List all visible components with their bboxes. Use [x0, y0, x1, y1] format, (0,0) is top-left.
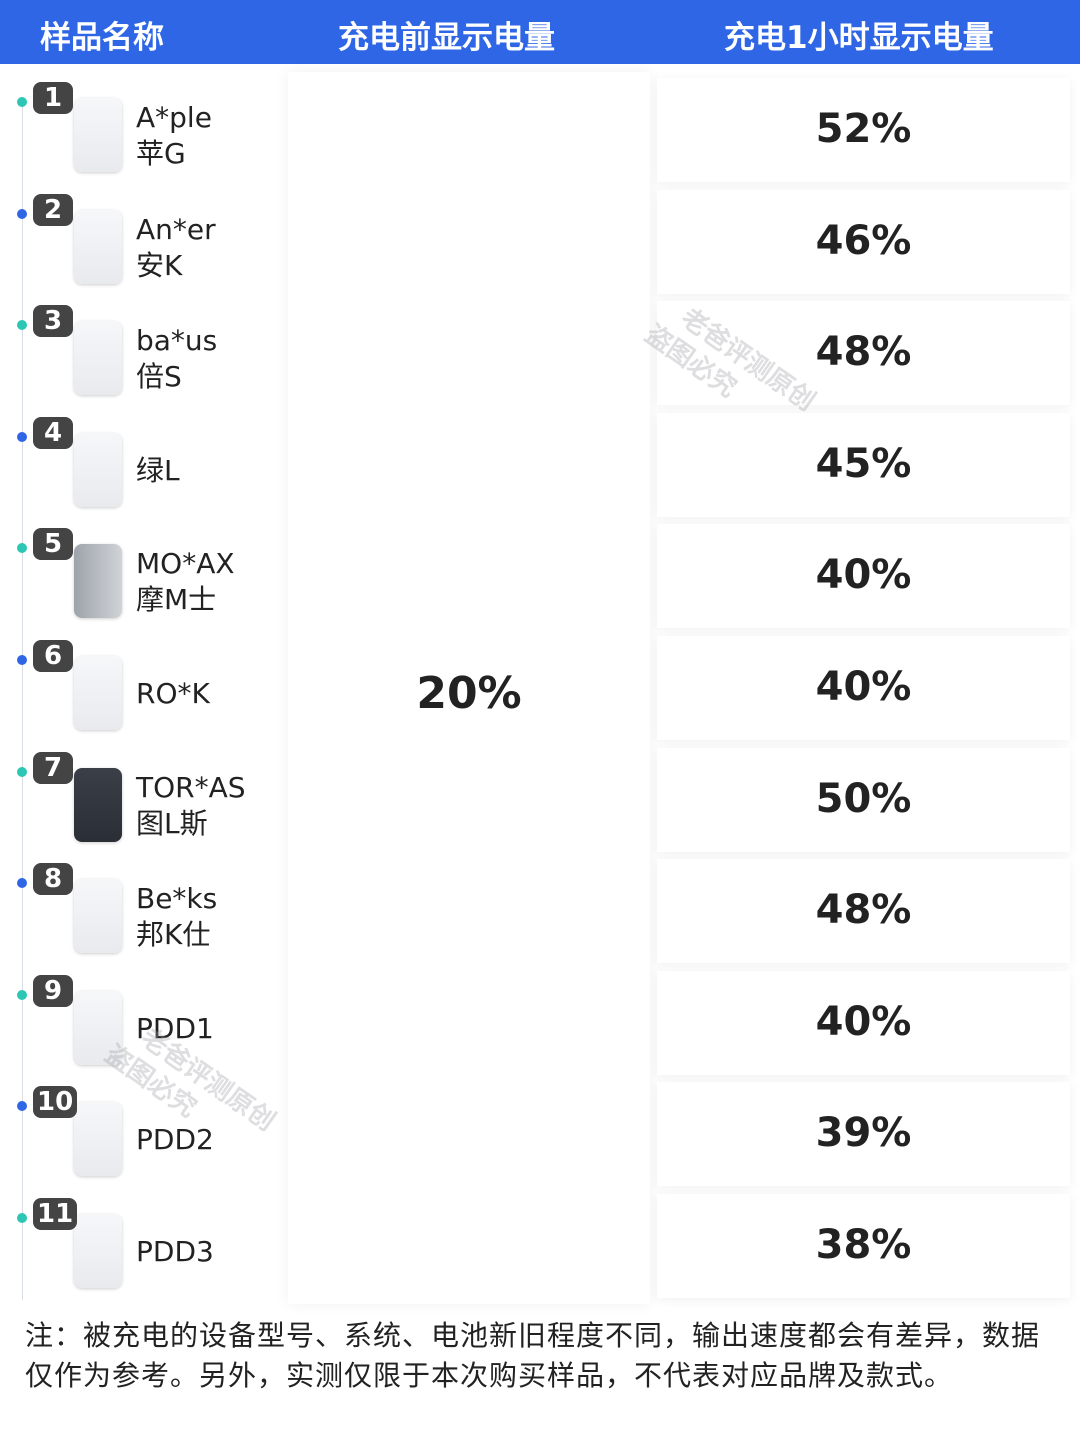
timeline-dot	[17, 431, 27, 442]
row-number-badge: 2	[33, 193, 73, 226]
after-charge-value: 38%	[815, 1222, 912, 1268]
product-image	[74, 879, 122, 954]
product-image	[74, 767, 122, 842]
sample-name: PDD3	[136, 1235, 214, 1268]
timeline-dot	[17, 878, 27, 889]
after-charge-cell: 39%	[657, 1082, 1070, 1187]
sample-name-en: A*ple	[136, 101, 212, 134]
sample-name-cn: 摩M士	[136, 583, 217, 617]
after-charge-value: 48%	[815, 329, 912, 376]
product-image	[74, 544, 122, 619]
timeline-dot	[17, 989, 27, 1000]
product-image	[74, 990, 122, 1065]
after-charge-value: 52%	[815, 106, 912, 152]
after-charge-value: 40%	[815, 552, 912, 599]
after-charge-value: 48%	[815, 887, 912, 934]
table-row: 11 PDD3 38%	[0, 1188, 1080, 1300]
after-charge-cell: 40%	[657, 970, 1070, 1075]
table-row: 10 PDD2 39%	[0, 1076, 1080, 1188]
timeline-dot	[17, 208, 27, 219]
footnote: 注：被充电的设备型号、系统、电池新旧程度不同，输出速度都会有差异，数据仅作为参考…	[25, 1319, 1041, 1392]
after-charge-cell: 45%	[657, 412, 1070, 517]
sample-name-cn: 图L斯	[136, 806, 208, 840]
row-number-badge: 11	[33, 1198, 78, 1230]
header-after-1h: 充电1小时显示电量	[724, 20, 994, 56]
sample-name-en: An*er	[136, 212, 216, 246]
timeline-line	[22, 100, 23, 1300]
after-charge-cell: 48%	[657, 301, 1070, 406]
after-charge-cell: 50%	[657, 747, 1070, 852]
row-number-badge: 4	[33, 416, 73, 449]
row-number-badge: 1	[33, 82, 73, 114]
row-number-badge: 5	[33, 528, 73, 561]
header-before-charge: 充电前显示电量	[338, 20, 555, 56]
table-row: 3 ba*us 倍S 48%	[0, 295, 1080, 407]
after-charge-value: 40%	[815, 664, 912, 710]
product-image	[74, 209, 122, 284]
table-header: 样品名称 充电前显示电量 充电1小时显示电量	[0, 0, 1080, 64]
after-charge-cell: 38%	[657, 1194, 1070, 1298]
sample-name-en: Be*ks	[136, 882, 218, 916]
sample-name-en: ba*us	[136, 324, 218, 358]
row-number-badge: 10	[33, 1086, 78, 1119]
timeline-dot	[17, 655, 27, 665]
table-row: 7 TOR*AS 图L斯 50%	[0, 742, 1080, 854]
table-row: 1 A*ple 苹G 52%	[0, 72, 1080, 184]
product-image	[74, 432, 122, 507]
after-charge-value: 50%	[815, 775, 912, 822]
sample-name: RO*K	[136, 677, 210, 710]
after-charge-cell: 46%	[657, 189, 1070, 294]
sample-name: 绿L	[136, 453, 180, 487]
timeline-dot	[17, 766, 27, 777]
product-image	[74, 1102, 122, 1177]
product-image	[74, 321, 122, 396]
sample-name-en: TOR*AS	[136, 770, 246, 804]
before-charge-column: 20%	[288, 72, 650, 1304]
table-row: 5 MO*AX 摩M士 40%	[0, 518, 1080, 630]
after-charge-value: 45%	[815, 440, 912, 487]
row-number-badge: 7	[33, 751, 73, 784]
row-number-badge: 8	[33, 863, 73, 896]
sample-name-en: MO*AX	[136, 547, 235, 581]
table-row: 6 RO*K 40%	[0, 630, 1080, 742]
after-charge-value: 40%	[815, 998, 912, 1045]
table-row: 8 Be*ks 邦K仕 48%	[0, 853, 1080, 965]
after-charge-cell: 40%	[657, 636, 1070, 740]
table-row: 2 An*er 安K 46%	[0, 184, 1080, 296]
row-number-badge: 6	[33, 640, 73, 672]
after-charge-cell: 40%	[657, 524, 1070, 629]
sample-name-cn: 苹G	[136, 137, 186, 170]
timeline-dot	[17, 1101, 27, 1112]
before-charge-value: 20%	[416, 668, 522, 719]
product-image	[74, 1214, 122, 1288]
timeline-dot	[17, 320, 27, 331]
sample-name-cn: 安K	[136, 248, 183, 282]
table-row: 4 绿L 45%	[0, 407, 1080, 519]
row-number-badge: 9	[33, 974, 73, 1007]
header-sample-name: 样品名称	[40, 20, 164, 56]
after-charge-cell: 52%	[657, 78, 1070, 182]
sample-name: PDD1	[136, 1011, 214, 1045]
sample-name: PDD2	[136, 1123, 214, 1157]
row-number-badge: 3	[33, 305, 73, 338]
after-charge-value: 46%	[815, 217, 912, 264]
product-image	[74, 656, 122, 730]
table-row: 9 PDD1 40%	[0, 965, 1080, 1077]
timeline-dot	[17, 97, 27, 107]
after-charge-value: 39%	[815, 1110, 912, 1157]
sample-name-cn: 倍S	[136, 360, 182, 394]
after-charge-cell: 48%	[657, 859, 1070, 964]
sample-name-cn: 邦K仕	[136, 918, 211, 952]
product-image	[74, 98, 122, 172]
timeline-dot	[17, 543, 27, 554]
timeline-dot	[17, 1213, 27, 1223]
